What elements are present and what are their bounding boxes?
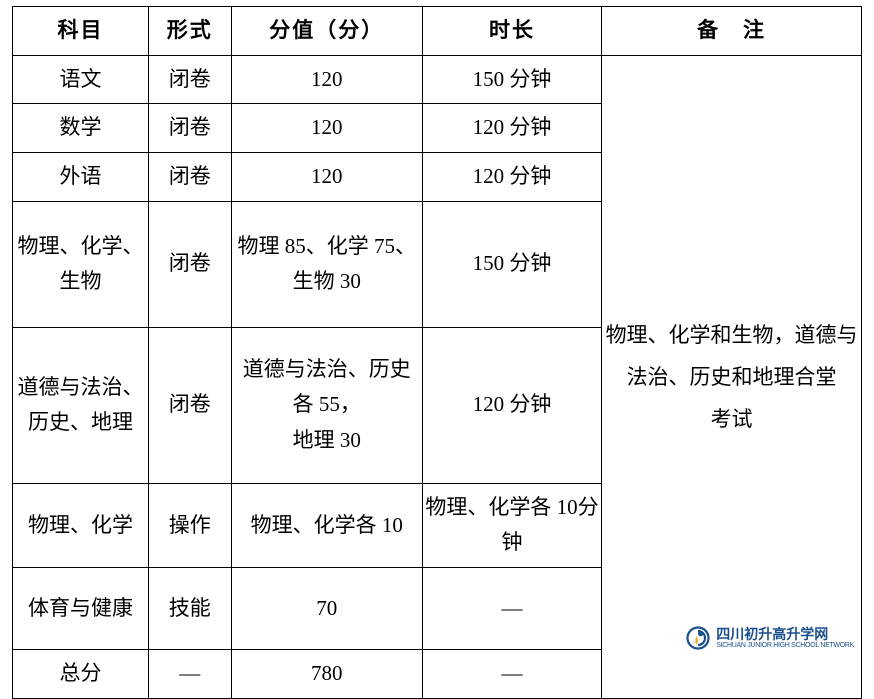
cell-duration: 120 分钟 <box>422 327 601 483</box>
cell-duration: — <box>422 568 601 650</box>
watermark: 四川初升高升学网 SICHUAN JUNIOR HIGH SCHOOL NETW… <box>684 624 854 652</box>
remark-text: 物理、化学和生物，道德与法治、历史和地理合堂考试 <box>606 323 858 431</box>
cell-subject: 道德与法治、历史、地理 <box>13 327 149 483</box>
cell-form: 操作 <box>148 483 231 567</box>
cell-duration: 物理、化学各 10分钟 <box>422 483 601 567</box>
exam-score-table: 科目 形式 分值（分） 时长 备 注 语文 闭卷 120 150 分钟 物理、化… <box>12 6 862 699</box>
watermark-logo-icon <box>684 624 712 652</box>
cell-subject: 外语 <box>13 153 149 202</box>
cell-duration: 120 分钟 <box>422 104 601 153</box>
cell-form: 闭卷 <box>148 104 231 153</box>
table-row: 语文 闭卷 120 150 分钟 物理、化学和生物，道德与法治、历史和地理合堂考… <box>13 55 862 104</box>
cell-subject: 语文 <box>13 55 149 104</box>
cell-score: 物理、化学各 10 <box>231 483 422 567</box>
col-form: 形式 <box>148 7 231 56</box>
cell-form: 闭卷 <box>148 55 231 104</box>
cell-form: 闭卷 <box>148 201 231 327</box>
cell-remark: 物理、化学和生物，道德与法治、历史和地理合堂考试 <box>602 55 862 698</box>
table-header-row: 科目 形式 分值（分） 时长 备 注 <box>13 7 862 56</box>
cell-score: 道德与法治、历史各 55，地理 30 <box>231 327 422 483</box>
watermark-en: SICHUAN JUNIOR HIGH SCHOOL NETWORK <box>716 642 854 649</box>
cell-score: 70 <box>231 568 422 650</box>
col-subject: 科目 <box>13 7 149 56</box>
col-score: 分值（分） <box>231 7 422 56</box>
col-remark: 备 注 <box>602 7 862 56</box>
cell-score: 120 <box>231 55 422 104</box>
watermark-cn: 四川初升高升学网 <box>716 627 854 642</box>
cell-subject: 数学 <box>13 104 149 153</box>
cell-score: 120 <box>231 104 422 153</box>
watermark-text: 四川初升高升学网 SICHUAN JUNIOR HIGH SCHOOL NETW… <box>716 627 854 649</box>
cell-subject: 体育与健康 <box>13 568 149 650</box>
cell-score: 120 <box>231 153 422 202</box>
cell-duration: 150 分钟 <box>422 55 601 104</box>
exam-score-table-container: 科目 形式 分值（分） 时长 备 注 语文 闭卷 120 150 分钟 物理、化… <box>12 6 862 699</box>
cell-duration: 120 分钟 <box>422 153 601 202</box>
cell-form: 技能 <box>148 568 231 650</box>
cell-subject: 物理、化学、生物 <box>13 201 149 327</box>
cell-form: 闭卷 <box>148 153 231 202</box>
col-duration: 时长 <box>422 7 601 56</box>
cell-score: 物理 85、化学 75、生物 30 <box>231 201 422 327</box>
cell-duration: 150 分钟 <box>422 201 601 327</box>
cell-form: 闭卷 <box>148 327 231 483</box>
cell-subject: 物理、化学 <box>13 483 149 567</box>
